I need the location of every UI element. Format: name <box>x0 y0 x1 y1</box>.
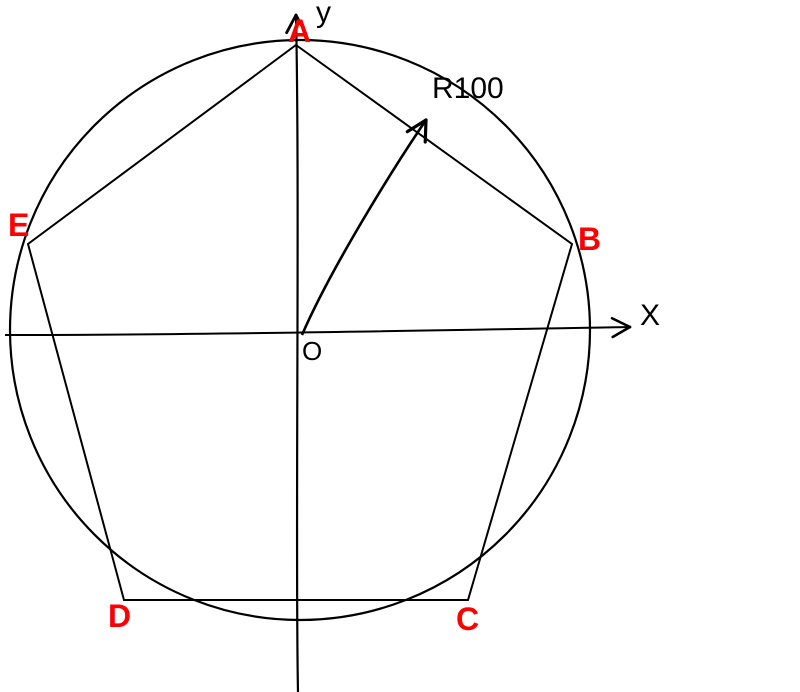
pentagon <box>28 45 572 600</box>
x-axis-label: X <box>640 299 660 332</box>
vertex-label-c: C <box>456 601 479 637</box>
diagram-canvas: X y R100 O A B C D E <box>0 0 800 692</box>
radius-arrow <box>302 120 426 335</box>
y-axis <box>296 15 298 692</box>
vertex-labels: A B C D E <box>8 13 601 637</box>
vertex-label-e: E <box>8 207 29 243</box>
vertex-label-a: A <box>288 13 311 49</box>
origin-label: O <box>302 336 322 366</box>
radius-label: R100 <box>432 72 504 105</box>
vertex-label-d: D <box>108 598 131 634</box>
x-axis <box>5 327 630 335</box>
y-axis-label: y <box>316 0 331 29</box>
vertex-label-b: B <box>578 221 601 257</box>
